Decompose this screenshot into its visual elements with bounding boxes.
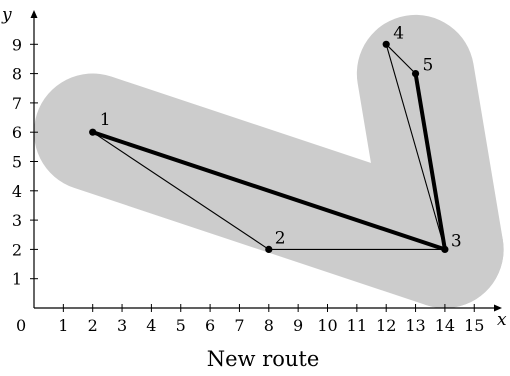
node-5	[411, 70, 420, 78]
y-tick-label: 2	[12, 240, 22, 259]
route-corridor	[33, 14, 504, 309]
y-tick-label: 6	[12, 123, 22, 142]
node-label-2: 2	[275, 228, 286, 248]
node-label-4: 4	[393, 23, 404, 43]
route-edge-1-3	[90, 130, 447, 252]
x-tick-label: 14	[435, 316, 455, 335]
node-label-5: 5	[423, 56, 434, 76]
y-axis-ticks: 1 2 3 4 5 6 7 8 9	[12, 35, 38, 289]
route-edge-3-5	[413, 71, 447, 252]
edge-4-5	[385, 43, 416, 74]
edge-1-2	[92, 131, 270, 250]
node-2	[265, 245, 273, 253]
x-tick-label: 7	[234, 316, 244, 335]
x-tick-label: 9	[293, 316, 303, 335]
x-tick-label: 6	[205, 316, 215, 335]
y-tick-label: 8	[12, 65, 22, 84]
x-tick-label: 2	[88, 316, 98, 335]
node-label-1: 1	[100, 110, 111, 130]
y-axis-arrow	[30, 10, 38, 18]
node-3	[441, 245, 449, 253]
y-tick-label: 5	[12, 153, 22, 172]
y-tick-label: 7	[12, 94, 22, 113]
y-tick-label: 4	[12, 182, 22, 201]
node-1	[89, 128, 97, 136]
edge-3-4	[385, 44, 446, 250]
y-tick-label: 3	[12, 211, 22, 230]
y-tick-label: 9	[12, 35, 22, 54]
y-tick-label: 1	[12, 270, 22, 289]
x-tick-label: 13	[405, 316, 425, 335]
y-axis-label: y	[1, 5, 12, 25]
x-tick-label: 5	[176, 316, 186, 335]
x-tick-label: 1	[58, 316, 68, 335]
graph-nodes: 1 2 3 45	[89, 23, 462, 253]
origin-label: 0	[16, 316, 26, 335]
x-axis-label: x	[497, 310, 507, 330]
node-4	[382, 40, 390, 48]
x-tick-label: 15	[464, 316, 484, 335]
x-tick-label: 3	[117, 316, 127, 335]
route-edges	[90, 71, 447, 252]
x-tick-label: 12	[376, 316, 396, 335]
x-tick-label: 10	[317, 316, 337, 335]
x-tick-label: 11	[347, 316, 367, 335]
x-axis-ticks: 1 2 3 4 5 6 7 8 9 10 11 12 13 14 15	[58, 304, 484, 335]
x-tick-label: 8	[264, 316, 274, 335]
x-axis-arrow	[494, 304, 502, 312]
x-tick-label: 4	[146, 316, 156, 335]
figure-caption: New route	[207, 347, 320, 371]
node-label-3: 3	[451, 231, 462, 251]
